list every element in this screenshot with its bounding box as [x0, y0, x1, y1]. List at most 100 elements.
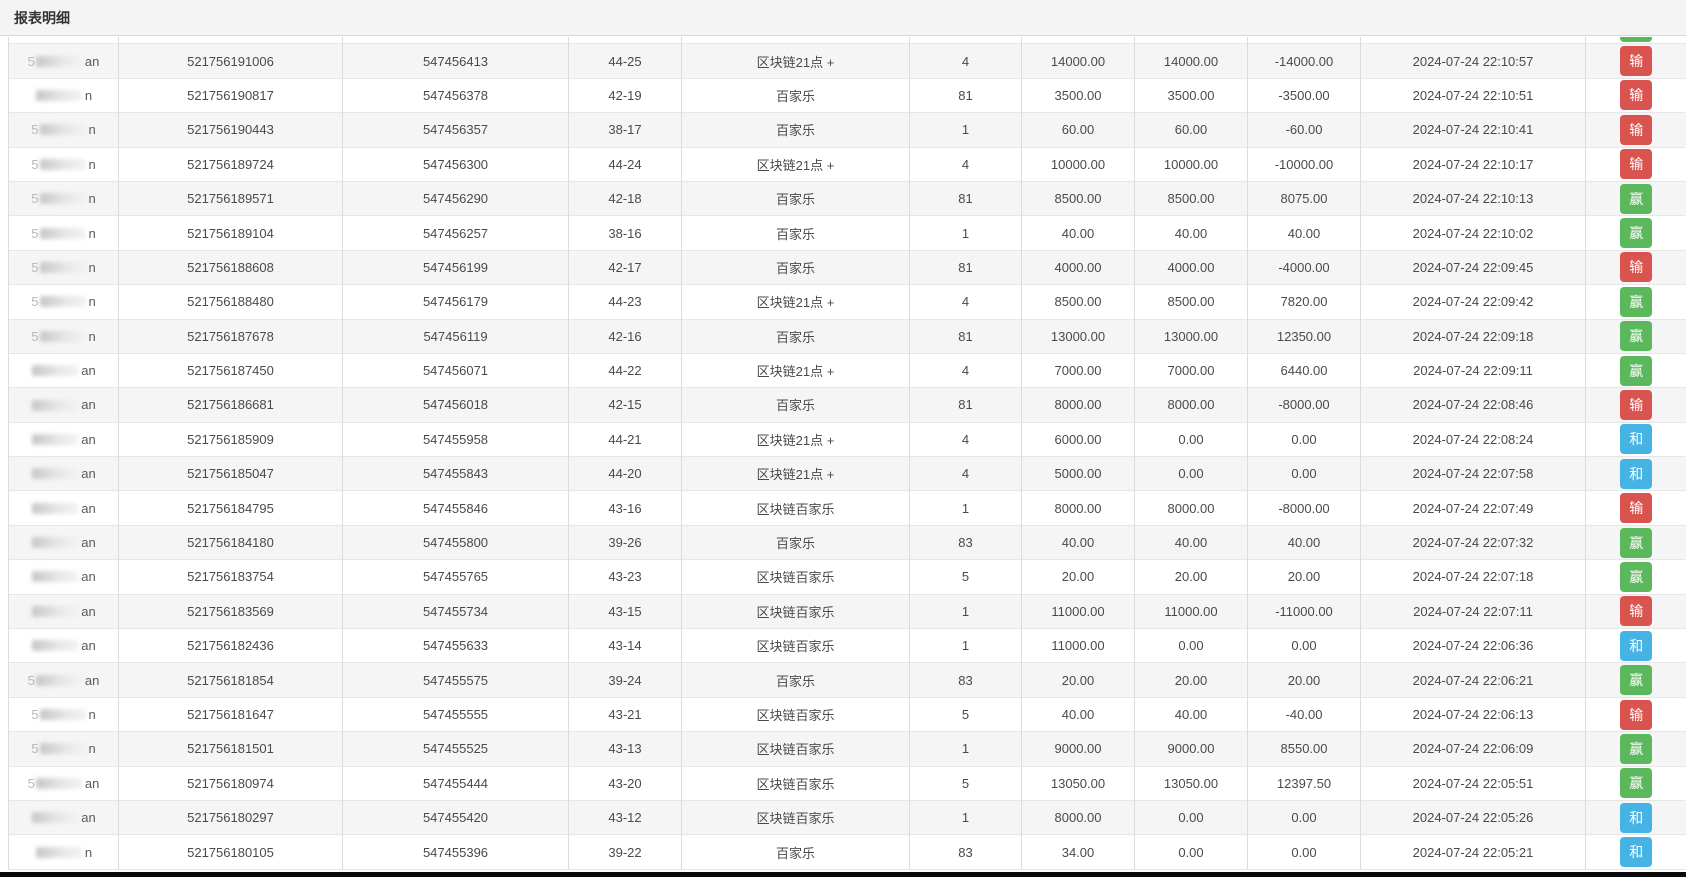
username-prefix: 5: [31, 294, 39, 310]
redacted-username-smear: [39, 193, 86, 205]
cell-username: 5 an: [8, 43, 119, 79]
cell-period: 42-16: [568, 318, 682, 354]
cell-bet-amount: 9000.00: [1021, 731, 1135, 767]
cell-play-code: 4: [909, 284, 1022, 320]
username-prefix: 5: [31, 225, 39, 241]
cell-game-serial: 547456179: [342, 284, 569, 320]
cell-order-no: 521756180105: [118, 834, 343, 870]
cell-game-serial: 547455765: [342, 559, 569, 595]
cell-game-serial: 547455525: [342, 731, 569, 767]
cell-result: 和: [1585, 799, 1686, 835]
cell-bet-amount: 40.00: [1021, 524, 1135, 560]
cell-period: 39-24: [568, 662, 682, 698]
cell-game-serial: 547455958: [342, 421, 569, 457]
cell-bet-amount: 3500.00: [1021, 77, 1135, 113]
result-badge: 和: [1620, 802, 1653, 833]
cell-play-code: 83: [909, 524, 1022, 560]
username-suffix: n: [88, 156, 96, 172]
cell-win-loss: -4000.00: [1247, 249, 1361, 285]
cell-result: 输: [1585, 593, 1686, 629]
redacted-username-smear: [39, 296, 86, 308]
username-suffix: n: [84, 844, 93, 860]
cell-result: 和: [1585, 834, 1686, 870]
cell-result: 输: [1585, 490, 1686, 526]
cell-bet-amount: 8000.00: [1021, 387, 1135, 423]
cell-order-no: 521756188608: [118, 249, 343, 285]
cell-order-no: 521756187678: [118, 318, 343, 354]
redacted-username-smear: [39, 330, 86, 342]
cell-game-serial: 547455846: [342, 490, 569, 526]
redacted-username-smear: [32, 365, 79, 377]
result-badge: 输: [1620, 596, 1653, 627]
cell-period: 43-21: [568, 696, 682, 732]
cell-username: an: [8, 593, 119, 629]
cell-valid-amount: 8000.00: [1134, 387, 1248, 423]
username-suffix: an: [81, 397, 96, 413]
cell-username: an: [8, 352, 119, 388]
cell-order-no: 521756181501: [118, 731, 343, 767]
result-badge: 赢: [1620, 527, 1653, 558]
redacted-username-smear: [32, 571, 79, 583]
cell-bet-time: 2024-07-24 22:07:49: [1360, 490, 1586, 526]
table-row: 5 n 521756188608 547456199 42-17 百家乐 81 4000.00…: [8, 249, 1686, 285]
cell-bet-amount: 5000.00: [1021, 456, 1135, 491]
username-suffix: n: [88, 191, 96, 207]
cell-win-loss: -60.00: [1247, 112, 1361, 148]
username-suffix: n: [88, 294, 96, 310]
redacted-username-smear: [32, 605, 79, 617]
cell-period: 38-16: [568, 215, 682, 251]
username-prefix: 5: [27, 53, 35, 69]
username-suffix: an: [81, 810, 96, 826]
cell-result: 赢: [1585, 352, 1686, 388]
cell-game-name: 百家乐: [681, 662, 910, 698]
username-prefix: 5: [31, 259, 39, 275]
cell-game-serial: 547455396: [342, 834, 569, 870]
username-suffix: n: [88, 259, 96, 275]
cell-username: an: [8, 421, 119, 457]
result-badge: 和: [1620, 424, 1653, 455]
cell-game-name: [681, 37, 910, 44]
cell-win-loss: [1247, 37, 1361, 44]
cell-game-name: 区块链21点 +: [681, 352, 910, 388]
cell-period: 44-21: [568, 421, 682, 457]
cell-valid-amount: 60.00: [1134, 112, 1248, 148]
cell-play-code: 81: [909, 249, 1022, 285]
table-row: an 521756180297 547455420 43-12 区块链百家乐 1 8000.…: [8, 799, 1686, 835]
result-badge: 输: [1620, 699, 1653, 730]
cell-play-code: 4: [909, 456, 1022, 491]
cell-play-code: 81: [909, 387, 1022, 423]
cell-valid-amount: 40.00: [1134, 696, 1248, 732]
cell-game-serial: 547456290: [342, 180, 569, 216]
cell-play-code: 4: [909, 43, 1022, 79]
cell-period: 43-14: [568, 628, 682, 663]
cell-bet-amount: 13050.00: [1021, 765, 1135, 801]
cell-win-loss: -8000.00: [1247, 490, 1361, 526]
cell-period: 44-24: [568, 146, 682, 182]
cell-order-no: 521756183569: [118, 593, 343, 629]
username-suffix: an: [84, 53, 100, 69]
result-badge: 和: [1620, 837, 1653, 868]
cell-period: 44-23: [568, 284, 682, 320]
cell-result: 赢: [1585, 215, 1686, 251]
cell-valid-amount: 20.00: [1134, 662, 1248, 698]
cell-bet-time: 2024-07-24 22:07:11: [1360, 593, 1586, 629]
cell-game-serial: 547456018: [342, 387, 569, 423]
cell-win-loss: 0.00: [1247, 834, 1361, 870]
cell-order-no: 521756183754: [118, 559, 343, 595]
cell-result: 输: [1585, 696, 1686, 732]
cell-win-loss: -11000.00: [1247, 593, 1361, 629]
cell-play-code: 1: [909, 628, 1022, 663]
redacted-username-smear: [32, 399, 79, 411]
table-row: 5 n 521756181647 547455555 43-21 区块链百家乐 5 40.00…: [8, 696, 1686, 732]
username-suffix: n: [88, 741, 96, 757]
username-suffix: n: [88, 328, 96, 344]
cell-play-code: 1: [909, 731, 1022, 767]
cell-play-code: 5: [909, 696, 1022, 732]
cell-valid-amount: 8500.00: [1134, 284, 1248, 320]
cell-bet-amount: 14000.00: [1021, 43, 1135, 79]
cell-order-no: 521756185909: [118, 421, 343, 457]
cell-bet-amount: 10000.00: [1021, 146, 1135, 182]
